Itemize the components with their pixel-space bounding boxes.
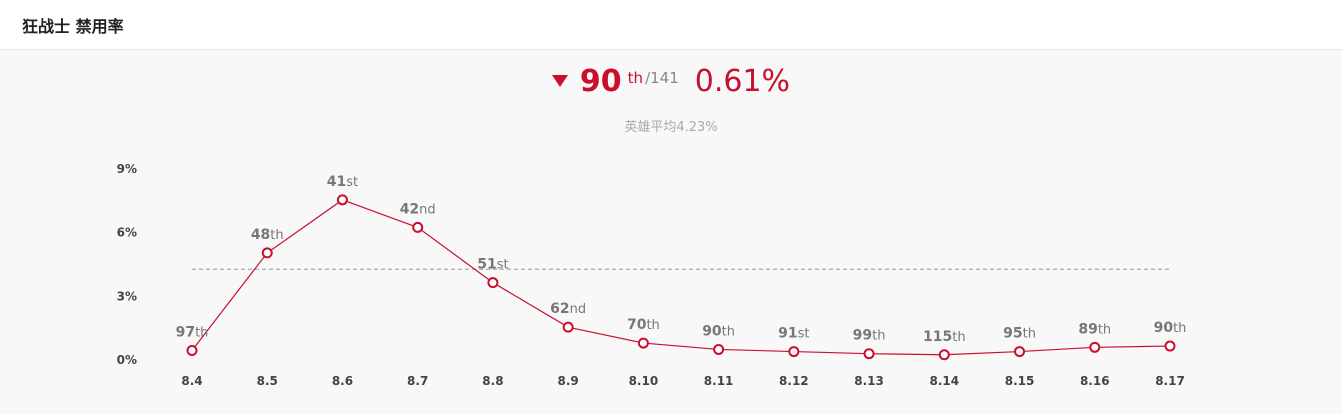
page-header: 狂战士 禁用率 — [0, 0, 1342, 50]
x-tick-label: 8.4 — [181, 374, 202, 388]
data-point — [1014, 346, 1026, 358]
point-rank-label: 62nd — [550, 301, 586, 317]
data-point — [412, 221, 424, 233]
data-point — [713, 343, 725, 355]
point-rank-label: 89th — [1078, 321, 1111, 337]
data-point — [186, 345, 198, 357]
x-tick-label: 8.17 — [1155, 374, 1185, 388]
x-tick-label: 8.10 — [629, 374, 659, 388]
y-tick-label: 3% — [117, 289, 137, 303]
point-rank-label: 95th — [1003, 326, 1036, 342]
x-tick-label: 8.7 — [407, 374, 428, 388]
data-point — [1164, 340, 1176, 352]
point-rank-label: 115th — [923, 329, 966, 345]
data-point — [863, 348, 875, 360]
series-line — [191, 199, 1171, 356]
point-rank-label: 42nd — [400, 201, 436, 217]
triangle-down-icon — [551, 75, 568, 87]
x-tick-label: 8.11 — [704, 374, 734, 388]
rank-total: /141 — [645, 69, 679, 87]
data-point — [938, 349, 950, 361]
point-rank-label: 90th — [702, 323, 735, 339]
point-rank-label: 51st — [477, 257, 508, 273]
y-tick-label: 6% — [117, 226, 137, 240]
y-tick-label: 9% — [117, 162, 137, 176]
point-rank-label: 97th — [176, 325, 209, 341]
hero-average-rate: 英雄平均4.23% — [624, 120, 718, 135]
data-point — [562, 321, 574, 333]
data-point — [336, 194, 348, 206]
rank-suffix: th — [627, 69, 644, 87]
point-rank-label: 99th — [853, 328, 886, 344]
x-tick-label: 8.15 — [1005, 374, 1035, 388]
x-tick-label: 8.16 — [1080, 374, 1110, 388]
data-point — [261, 247, 273, 259]
point-rank-label: 70th — [627, 317, 660, 333]
x-tick-label: 8.6 — [332, 374, 353, 388]
x-tick-label: 8.9 — [558, 374, 579, 388]
x-tick-label: 8.14 — [930, 374, 960, 388]
x-tick-label: 8.13 — [854, 374, 884, 388]
x-tick-label: 8.12 — [779, 374, 809, 388]
page-title: 狂战士 禁用率 — [22, 17, 124, 36]
current-ban-rate: 0.61% — [694, 64, 791, 99]
y-tick-label: 0% — [117, 353, 137, 367]
current-rank: 90 — [579, 64, 622, 99]
data-point — [788, 346, 800, 358]
x-tick-label: 8.8 — [482, 374, 503, 388]
data-point — [637, 337, 649, 349]
x-tick-label: 8.5 — [257, 374, 278, 388]
point-rank-label: 90th — [1154, 320, 1187, 336]
ban-rate-summary: 90 th/141 0.61% — [0, 64, 1342, 114]
data-point — [487, 277, 499, 289]
point-rank-label: 41st — [327, 174, 358, 190]
data-point — [1089, 341, 1101, 353]
point-rank-label: 48th — [251, 227, 284, 243]
point-rank-label: 91st — [778, 326, 809, 342]
